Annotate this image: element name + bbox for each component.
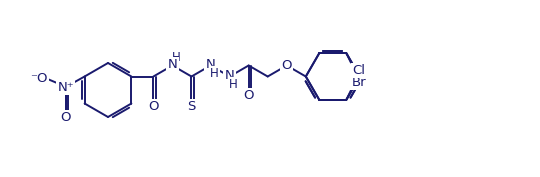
Text: H: H [210,67,219,80]
Text: N: N [167,58,177,71]
Text: Cl: Cl [353,64,366,77]
Text: O: O [148,100,159,113]
Text: O: O [60,111,71,124]
Text: S: S [187,100,195,113]
Text: N⁺: N⁺ [57,81,74,94]
Text: Br: Br [352,76,366,89]
Text: ⁻O: ⁻O [30,72,48,85]
Text: N: N [206,58,215,71]
Text: O: O [281,59,292,72]
Text: H: H [172,51,181,64]
Text: H: H [229,78,238,91]
Text: O: O [244,89,254,102]
Text: N: N [225,69,234,82]
